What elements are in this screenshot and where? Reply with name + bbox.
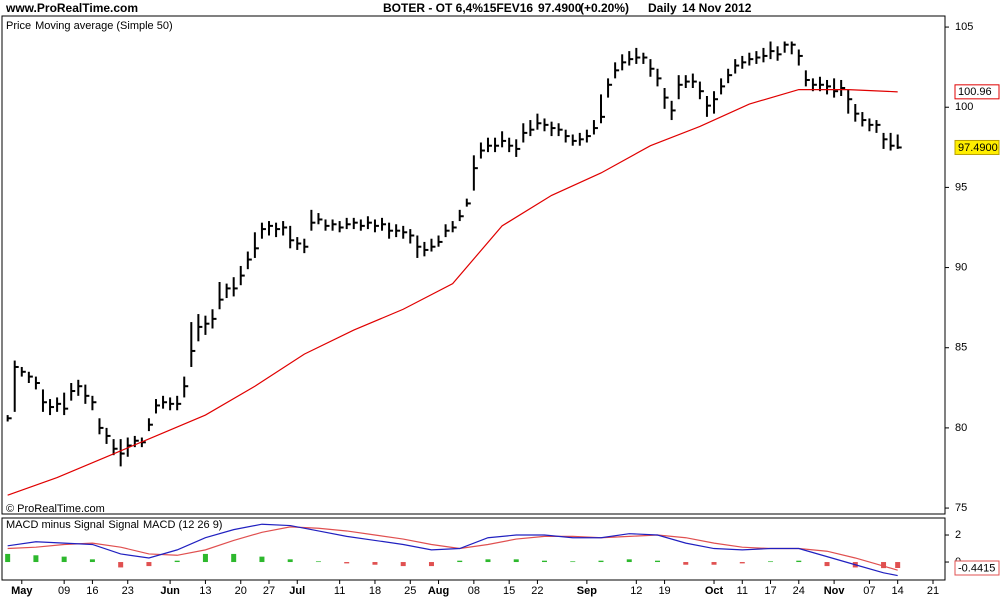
x-tick-label: 13	[199, 585, 211, 597]
x-tick-label: 11	[334, 585, 345, 597]
y-tick-label: 2	[955, 529, 961, 541]
histogram-bar	[895, 562, 901, 568]
value-box	[954, 84, 1000, 100]
histogram-bar	[315, 561, 321, 563]
histogram-bar	[711, 562, 717, 565]
histogram-bar	[598, 560, 604, 563]
histogram-bar	[146, 562, 152, 567]
period: Daily	[648, 1, 677, 15]
site-name: www.ProRealTime.com	[5, 1, 138, 15]
price-change: (+0.20%)	[580, 1, 629, 15]
x-tick-label: 25	[404, 585, 416, 597]
x-tick-label: 21	[927, 585, 939, 597]
histogram-bar	[174, 560, 180, 563]
x-tick-label: Nov	[824, 585, 846, 597]
y-tick-label: 75	[955, 502, 967, 514]
price-frame	[1, 15, 946, 515]
y-tick-label: 105	[955, 21, 973, 33]
legend-entry: Price	[6, 20, 31, 32]
legend-entry: Moving average (Simple 50)	[35, 20, 173, 32]
histogram-bar	[231, 553, 237, 563]
histogram-bar	[400, 562, 406, 567]
x-tick-label: 18	[369, 585, 381, 597]
x-tick-label: 22	[531, 585, 543, 597]
histogram-bar	[683, 562, 689, 565]
x-tick-label: Sep	[577, 585, 597, 597]
value-box-label: 100.96	[958, 86, 992, 98]
histogram-bar	[541, 560, 547, 563]
histogram-bar	[796, 560, 802, 563]
histogram-bar	[739, 562, 745, 564]
value-box-label: 97.4900	[958, 142, 998, 154]
legend-entry: MACD minus Signal	[6, 519, 104, 531]
histogram-bar	[5, 553, 11, 563]
histogram-bar	[513, 559, 519, 563]
y-tick-label: 80	[955, 422, 967, 434]
x-tick-label: Oct	[705, 585, 724, 597]
histogram-bar	[881, 562, 887, 569]
x-tick-label: 24	[793, 585, 805, 597]
macd-line	[7, 523, 898, 577]
value-box	[954, 139, 1000, 155]
histogram-bar	[344, 562, 350, 564]
histogram-bar	[570, 561, 576, 563]
date: 14 Nov 2012	[682, 1, 752, 15]
histogram-bar	[768, 561, 774, 563]
x-tick-label: 15	[503, 585, 515, 597]
instrument: BOTER - OT 6,4%15FEV16	[383, 1, 533, 15]
histogram-bar	[287, 559, 293, 563]
histogram-bar	[118, 562, 124, 568]
value-box-label: -0.4415	[958, 562, 995, 574]
x-tick-label: 09	[58, 585, 70, 597]
histogram-bar	[428, 562, 434, 567]
histogram-bar	[372, 562, 378, 565]
x-tick-label: 11	[737, 585, 748, 597]
legend-entry: MACD (12 26 9)	[143, 519, 222, 531]
x-tick-label: Jul	[289, 585, 305, 597]
x-tick-label: Aug	[428, 585, 449, 597]
histogram-bar	[259, 556, 265, 563]
histogram-bar	[655, 560, 661, 563]
histogram-bar	[626, 559, 632, 563]
watermark: © ProRealTime.com	[6, 503, 105, 515]
x-tick-label: 20	[235, 585, 247, 597]
x-tick-label: 08	[468, 585, 480, 597]
moving-average-line	[7, 88, 898, 496]
x-tick-label: 27	[263, 585, 275, 597]
x-tick-label: May	[11, 585, 33, 597]
x-tick-label: 23	[122, 585, 134, 597]
x-tick-label: 17	[764, 585, 776, 597]
last-price: 97.4900	[538, 1, 582, 15]
histogram-bar	[33, 555, 39, 563]
x-tick-label: 12	[630, 585, 642, 597]
value-box	[954, 560, 1000, 576]
histogram-bar	[89, 559, 95, 563]
y-tick-label: 85	[955, 342, 967, 354]
legend-entry: Signal	[108, 519, 139, 531]
x-tick-label: 16	[86, 585, 98, 597]
y-tick-label: 90	[955, 261, 967, 273]
histogram-bar	[485, 559, 491, 563]
x-tick-label: 07	[863, 585, 875, 597]
x-tick-label: 14	[892, 585, 904, 597]
y-tick-label: 95	[955, 181, 967, 193]
histogram-bar	[61, 556, 67, 563]
x-tick-label: 19	[658, 585, 670, 597]
y-tick-label: 100	[955, 101, 973, 113]
histogram-bar	[457, 560, 463, 563]
histogram-bar	[824, 562, 830, 567]
histogram-bar	[202, 553, 208, 563]
x-tick-label: Jun	[160, 585, 180, 597]
